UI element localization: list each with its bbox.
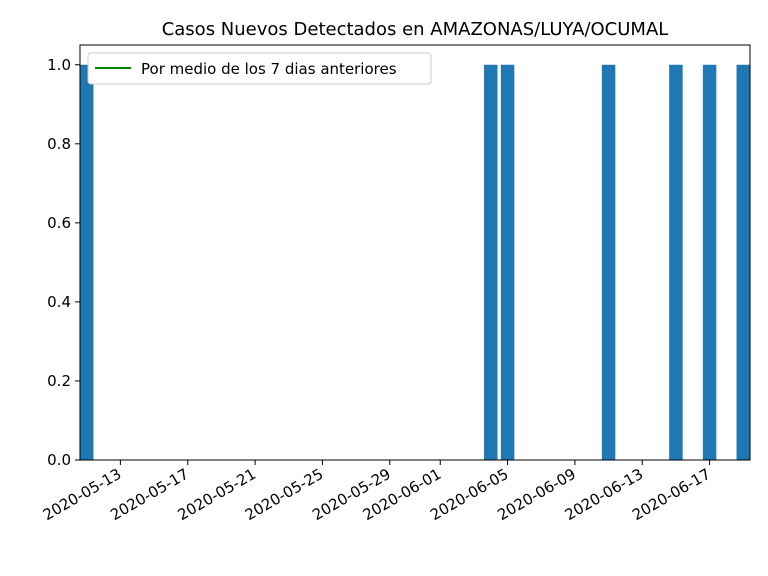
y-tick-label: 1.0 [47,56,71,74]
y-tick-label: 0.8 [47,135,71,153]
bar-2020-06-19 [736,64,750,460]
bar-2020-06-17 [702,64,717,460]
y-tick-label: 0.0 [47,451,71,469]
legend-label: Por medio de los 7 dias anteriores [141,60,397,78]
bar-2020-06-15 [669,64,683,460]
bars-layer [80,64,750,460]
y-tick-label: 0.2 [47,372,71,390]
bar-2020-06-04 [484,64,498,460]
bar-2020-06-11 [601,64,616,460]
legend: Por medio de los 7 dias anteriores [87,52,432,85]
y-tick-label: 0.6 [47,214,71,232]
legend-box [87,52,432,85]
chart-title: Casos Nuevos Detectados en AMAZONAS/LUYA… [162,19,669,40]
y-tick-label: 0.4 [47,293,71,311]
bar-2020-06-05 [500,64,515,460]
plot-frame [79,44,751,461]
bar-2020-05-11 [80,64,94,460]
